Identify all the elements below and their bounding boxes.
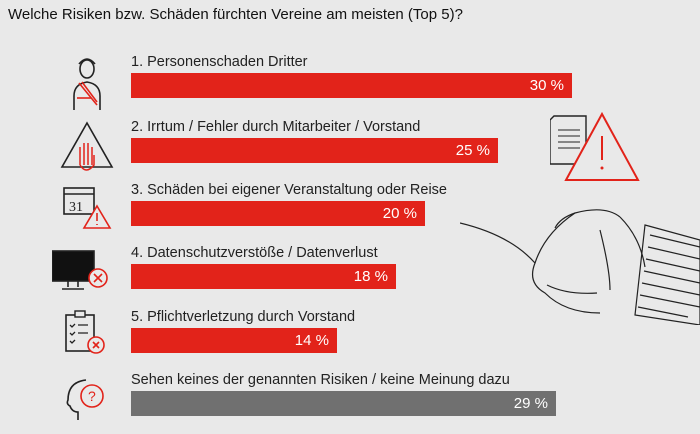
bar-label: 1. Personenschaden Dritter	[131, 54, 308, 70]
clipboard-error-icon	[65, 310, 105, 354]
bar-row-1: 1. Personenschaden Dritter 30 %	[0, 52, 700, 116]
bar: 25 %	[131, 138, 498, 163]
chart-title: Welche Risiken bzw. Schäden fürchten Ver…	[8, 6, 463, 23]
bar-row-4: 4. Datenschutzverstöße / Datenverlust 18…	[0, 243, 700, 307]
bar: 29 %	[131, 391, 556, 416]
bar-label: 2. Irrtum / Fehler durch Mitarbeiter / V…	[131, 119, 421, 135]
bar: 30 %	[131, 73, 572, 98]
bar-row-5: 5. Pflichtverletzung durch Vorstand 14 %	[0, 307, 700, 371]
handshake-illustration	[460, 209, 700, 325]
calendar-warning-icon: 31	[63, 187, 112, 229]
bar-label: 5. Pflichtverletzung durch Vorstand	[131, 309, 356, 325]
bar-value: 20 %	[382, 205, 417, 222]
bar: 20 %	[131, 201, 425, 226]
monitor-error-icon	[52, 250, 108, 290]
bar: 18 %	[131, 264, 396, 289]
bar-row-6: ? Sehen keines der genannten Risiken / k…	[0, 370, 700, 434]
bar-value: 30 %	[529, 77, 564, 94]
bar-value: 29 %	[513, 395, 548, 412]
svg-text:?: ?	[88, 388, 96, 404]
bar-row-3: 31 3. Schäden bei eigener Veranstaltung …	[0, 180, 700, 244]
document-warning-illustration	[550, 111, 640, 181]
bar-label: 4. Datenschutzverstöße / Datenverlust	[131, 245, 378, 261]
bar-value: 18 %	[353, 268, 388, 285]
bar-label: 3. Schäden bei eigener Veranstaltung ode…	[131, 182, 447, 198]
head-question-icon: ?	[66, 379, 104, 420]
bar: 14 %	[131, 328, 337, 353]
warning-hand-icon	[60, 121, 114, 171]
svg-text:31: 31	[69, 200, 83, 215]
bar-label: Sehen keines der genannten Risiken / kei…	[131, 372, 510, 388]
bar-row-2: 2. Irrtum / Fehler durch Mitarbeiter / V…	[0, 117, 700, 181]
bar-value: 25 %	[455, 142, 490, 159]
injured-person-icon	[73, 58, 101, 110]
bar-value: 14 %	[294, 332, 329, 349]
